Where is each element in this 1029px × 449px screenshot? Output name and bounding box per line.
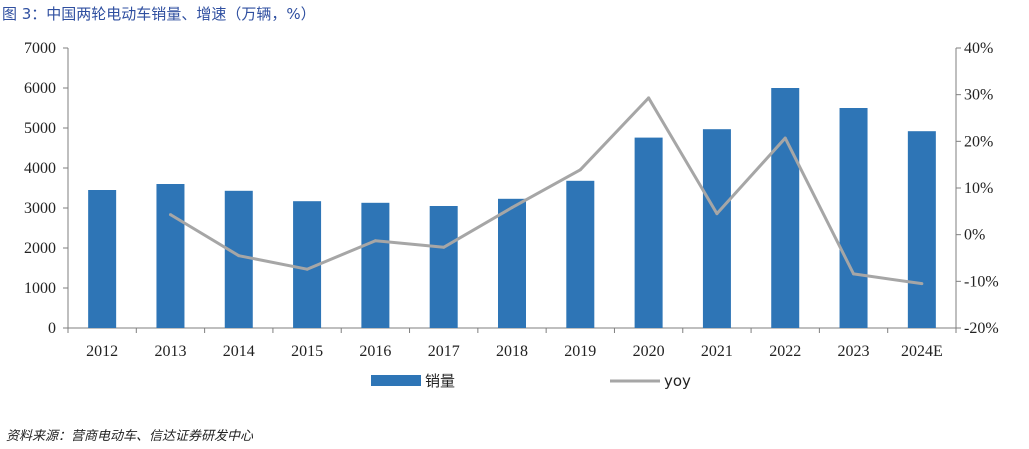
- x-tick-label: 2017: [428, 343, 460, 360]
- point-yoy: [852, 272, 856, 276]
- point-yoy: [237, 254, 241, 258]
- x-tick-label: 2022: [769, 343, 801, 360]
- left-y-tick-label: 7000: [24, 40, 56, 57]
- right-y-tick-label: -20%: [964, 320, 999, 337]
- x-tick-label: 2018: [496, 343, 528, 360]
- bar-sales: [839, 108, 868, 328]
- right-y-tick-label: 0%: [964, 227, 985, 244]
- legend-bar-label: 销量: [425, 372, 455, 390]
- point-yoy: [373, 239, 377, 243]
- x-tick-label: 2016: [359, 343, 391, 360]
- point-yoy: [647, 96, 651, 100]
- bar-sales: [361, 202, 390, 328]
- legend-bar-swatch: [371, 375, 421, 386]
- left-y-tick-label: 0: [48, 320, 56, 337]
- bar-sales: [498, 198, 526, 328]
- left-y-tick-label: 1000: [24, 280, 56, 297]
- left-y-tick-label: 4000: [24, 160, 56, 177]
- x-tick-label: 2023: [838, 343, 870, 360]
- point-yoy: [305, 267, 309, 271]
- left-y-tick-label: 2000: [24, 240, 56, 257]
- bar-sales: [88, 190, 117, 328]
- legend-line-label: yoy: [664, 372, 691, 390]
- right-y-tick-label: 40%: [964, 40, 993, 57]
- x-tick-label: 2014: [223, 343, 255, 360]
- bar-sales: [566, 180, 595, 328]
- x-tick-label: 2013: [154, 343, 186, 360]
- x-tick-label: 2020: [633, 343, 665, 360]
- source-note: 资料来源：营商电动车、信达证券研发中心: [6, 429, 254, 444]
- left-y-tick-label: 3000: [24, 200, 56, 217]
- bar-sales: [771, 88, 800, 328]
- right-y-tick-label: 30%: [964, 87, 993, 104]
- point-yoy: [578, 168, 582, 172]
- point-yoy: [168, 213, 172, 217]
- right-y-tick-label: 20%: [964, 133, 993, 150]
- line-yoy: [169, 96, 923, 286]
- x-tick-label: 2015: [291, 343, 323, 360]
- bar-sales: [907, 131, 936, 328]
- x-tick-label: 2012: [86, 343, 118, 360]
- point-yoy: [783, 136, 787, 140]
- left-y-tick-label: 5000: [24, 120, 56, 137]
- point-yoy: [715, 212, 719, 216]
- left-y-tick-label: 6000: [24, 80, 56, 97]
- bar-sales: [156, 184, 185, 328]
- bar-sales: [429, 206, 458, 328]
- bar-sales: [702, 129, 731, 328]
- figure-title: 图 3：中国两轮电动车销量、增速（万辆，%）: [2, 5, 316, 23]
- point-yoy: [920, 282, 924, 286]
- x-tick-label: 2019: [564, 343, 596, 360]
- plot-area: 0 1000 2000 3000 4000 5000 6000 7000 -20% -10% 0% 1…: [24, 40, 999, 360]
- bar-sales: [224, 190, 253, 328]
- right-y-tick-label: 10%: [964, 180, 993, 197]
- legend: 销量 yoy: [371, 372, 691, 390]
- x-tick-label: 2024E: [901, 343, 943, 360]
- point-yoy: [442, 245, 446, 249]
- x-tick-label: 2021: [701, 343, 733, 360]
- point-yoy: [510, 206, 514, 210]
- right-y-tick-label: -10%: [964, 273, 999, 290]
- bar-sales: [634, 137, 663, 328]
